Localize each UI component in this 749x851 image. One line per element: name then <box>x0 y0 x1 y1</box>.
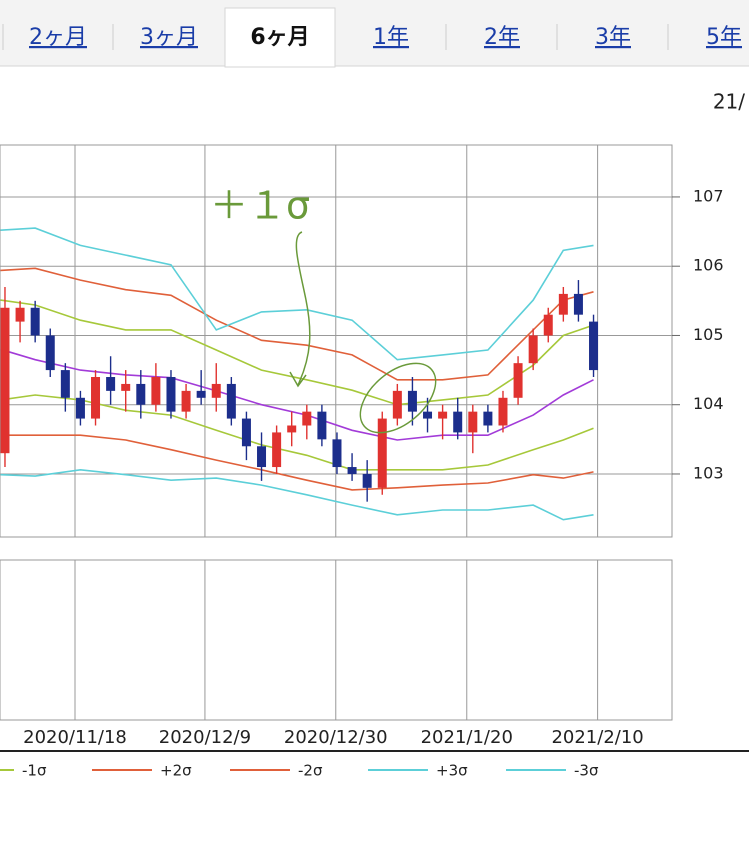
legend-label: +3σ <box>436 762 468 780</box>
candle-body <box>589 321 599 371</box>
annotation-circle <box>359 362 437 434</box>
legend-label: +2σ <box>160 762 192 780</box>
candle-body <box>272 432 282 468</box>
candle-body <box>392 390 402 419</box>
candle-body <box>75 397 85 419</box>
tab[interactable]: 2ヶ月 <box>29 25 87 50</box>
candle-body <box>121 383 131 391</box>
tab[interactable]: 6ヶ月 <box>250 25 309 50</box>
tab[interactable]: 3年 <box>595 25 631 50</box>
candle-body <box>498 397 508 426</box>
candle-body <box>573 293 583 315</box>
candle-body <box>543 314 553 336</box>
annotation-arrow <box>289 231 311 388</box>
band-line <box>0 348 594 441</box>
candle-body <box>136 383 146 405</box>
tab[interactable]: 2年 <box>484 25 520 50</box>
x-tick-label: 2020/12/9 <box>159 727 251 748</box>
candle-body <box>317 411 327 440</box>
candle-body <box>166 377 176 412</box>
candle-body <box>332 439 342 468</box>
candle-body <box>513 363 523 398</box>
tab-selected <box>224 7 336 68</box>
legend-label: -2σ <box>298 762 323 780</box>
x-tick-label: 2020/12/30 <box>284 727 388 748</box>
candle-body <box>468 411 478 433</box>
candle-body <box>151 377 161 405</box>
tab[interactable]: 3ヶ月 <box>140 25 198 50</box>
candle-body <box>226 383 236 419</box>
candle-body <box>438 411 448 419</box>
band-line <box>0 267 594 381</box>
candle-body <box>91 377 101 419</box>
candle-body <box>407 390 417 412</box>
candle-body <box>106 377 116 391</box>
band-line <box>0 227 594 361</box>
candle-body <box>302 411 312 426</box>
y-tick-label: 104 <box>693 394 724 413</box>
tab[interactable]: 5年 <box>706 25 742 50</box>
y-tick-label: 103 <box>693 463 724 482</box>
candle-body <box>196 390 206 398</box>
plot-area: 1031041051061072020/10/282020/11/182020/… <box>0 145 724 748</box>
band-line <box>0 299 594 406</box>
candle-body <box>483 411 493 426</box>
candle-body <box>30 307 40 336</box>
candle-body <box>558 293 568 315</box>
candle-body <box>45 335 55 371</box>
y-tick-label: 106 <box>693 256 724 275</box>
candle-body <box>362 473 372 488</box>
tab[interactable]: 1年 <box>373 25 409 50</box>
candle-body <box>241 418 251 447</box>
candle-body <box>15 307 25 322</box>
candle-body <box>287 425 297 433</box>
candle-body <box>347 467 357 474</box>
candle-body <box>528 335 538 364</box>
candle-body <box>423 411 433 419</box>
annotation: ＋１σ <box>210 184 310 228</box>
candle-body <box>211 383 221 398</box>
tab-bar <box>0 0 749 66</box>
x-tick-label: 2021/2/10 <box>551 727 643 748</box>
candle-body <box>181 390 191 412</box>
x-tick-label: 2021/1/20 <box>421 727 513 748</box>
candle-body <box>0 307 10 454</box>
candle-body <box>60 370 70 398</box>
y-tick-label: 107 <box>693 186 724 205</box>
candle-body <box>377 418 387 488</box>
header-fragment: 21/ <box>713 90 745 114</box>
legend-label: -1σ <box>22 762 47 780</box>
band-line <box>0 434 594 491</box>
candle-body <box>257 446 267 468</box>
band-line <box>0 468 594 521</box>
legend-label: -3σ <box>574 762 599 780</box>
candle-body <box>453 411 463 433</box>
x-tick-label: 2020/11/18 <box>23 727 127 748</box>
y-tick-label: 105 <box>693 325 724 344</box>
